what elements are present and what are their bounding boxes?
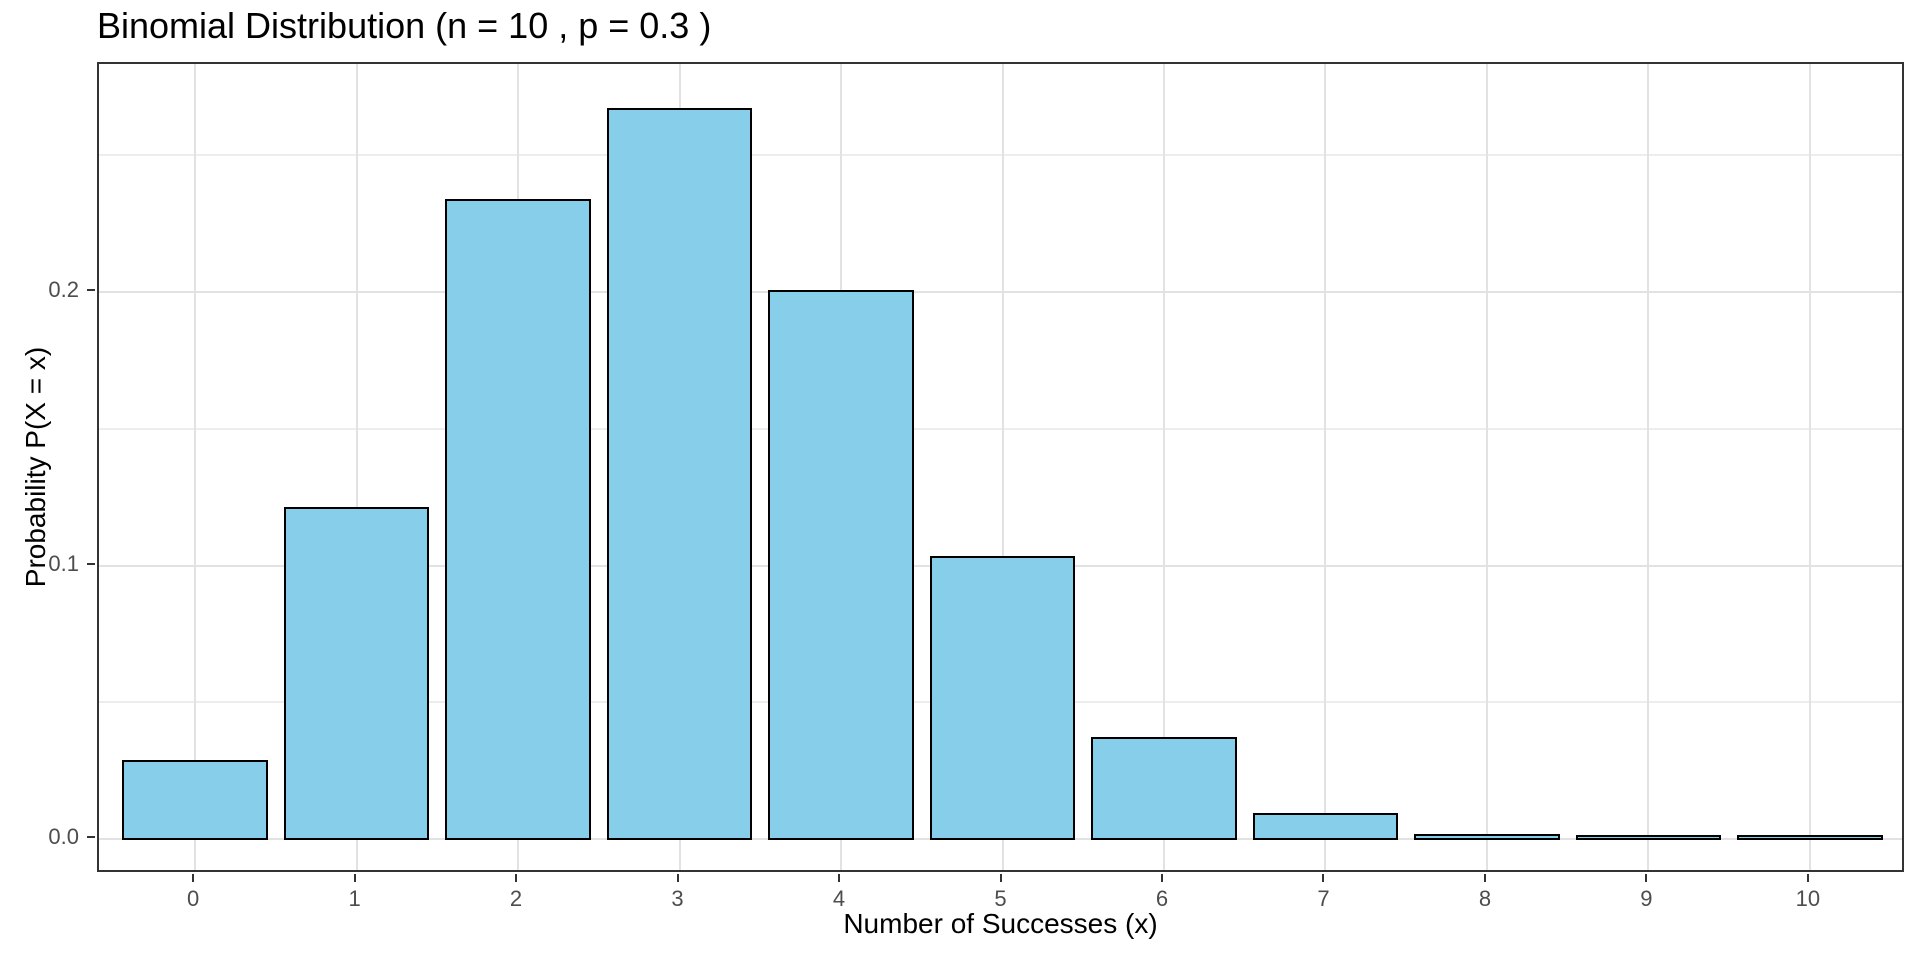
bar-x3 <box>606 108 753 841</box>
gridline-vertical-major <box>355 64 358 870</box>
gridline-vertical-major <box>1647 64 1650 870</box>
gridline-vertical-major <box>1324 64 1327 870</box>
x-tick-mark <box>515 874 518 882</box>
bar-x5 <box>929 556 1076 841</box>
bar-x10 <box>1737 834 1883 841</box>
x-tick-mark <box>999 874 1002 882</box>
y-axis-title: Probability P(X = x) <box>20 346 51 588</box>
plot-area <box>99 64 1902 870</box>
bar-x4 <box>768 290 914 841</box>
bar-x8 <box>1414 833 1560 841</box>
x-axis-title: Number of Successes (x) <box>843 908 1158 939</box>
x-tick-mark <box>1645 874 1648 882</box>
plot-panel <box>97 62 1904 872</box>
x-tick-mark <box>1322 874 1325 882</box>
gridline-horizontal-major <box>99 291 1902 294</box>
bar-x9 <box>1575 834 1722 841</box>
y-tick-mark <box>87 562 95 565</box>
x-tick-mark <box>1806 874 1809 882</box>
gridline-horizontal-minor <box>99 427 1902 430</box>
gridline-vertical-major <box>1162 64 1165 870</box>
gridline-horizontal-minor <box>99 154 1902 157</box>
x-tick-mark <box>676 874 679 882</box>
y-tick-label: 0.2 <box>48 277 79 303</box>
y-tick-mark <box>87 289 95 292</box>
bar-x2 <box>445 199 591 841</box>
x-tick-mark <box>192 874 195 882</box>
gridline-vertical-major <box>1001 64 1004 870</box>
bar-x0 <box>122 760 268 841</box>
gridline-vertical-major <box>1808 64 1811 870</box>
bar-x6 <box>1091 737 1237 841</box>
y-tick-mark <box>87 835 95 838</box>
x-tick-mark <box>1160 874 1163 882</box>
y-tick-label: 0.0 <box>48 823 79 849</box>
x-tick-mark <box>1483 874 1486 882</box>
x-tick-mark <box>353 874 356 882</box>
chart-title: Binomial Distribution (n = 10 , p = 0.3 … <box>97 5 712 46</box>
gridline-vertical-major <box>1485 64 1488 870</box>
bar-x1 <box>283 506 430 841</box>
gridline-vertical-major <box>194 64 197 870</box>
x-tick-mark <box>838 874 841 882</box>
bar-x7 <box>1252 813 1399 841</box>
